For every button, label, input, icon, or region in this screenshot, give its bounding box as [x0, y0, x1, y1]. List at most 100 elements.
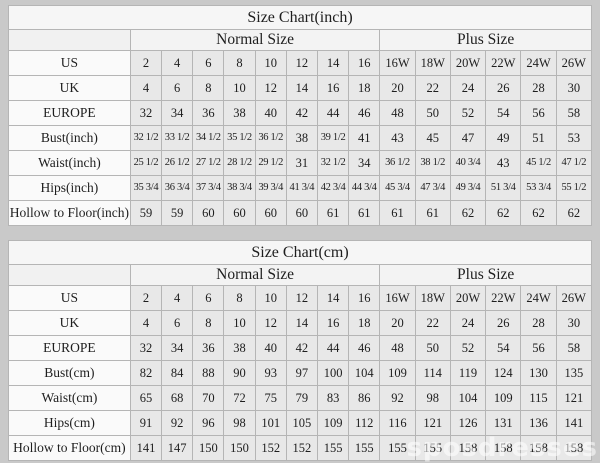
value-cell: 112 [348, 410, 381, 436]
value-cell: 26 [485, 310, 522, 336]
value-cell: 22 [414, 75, 451, 101]
value-cell: 38 [223, 100, 256, 126]
value-cell: 114 [414, 360, 451, 386]
value-cell: 150 [192, 435, 225, 461]
value-cell: 45 3/4 [379, 175, 416, 201]
value-cell: 130 [520, 360, 557, 386]
value-cell: 109 [316, 410, 350, 436]
value-cell: 98 [223, 410, 256, 436]
row-label: US [8, 285, 131, 311]
value-cell: 30 [555, 75, 593, 101]
row-label: Hollow to Floor(inch) [8, 200, 131, 226]
value-cell: 52 [449, 335, 487, 361]
value-cell: 91 [129, 410, 163, 436]
row-uk: UK 4 6 8 10 12 14 16 18 20 22 24 26 28 30 [8, 310, 593, 336]
group-header-plus-size: Plus Size [379, 29, 592, 51]
value-cell: 47 3/4 [414, 175, 451, 201]
value-cell: 14 [285, 310, 318, 336]
value-cell: 147 [161, 435, 194, 461]
value-cell: 62 [485, 200, 522, 226]
value-cell: 136 [520, 410, 557, 436]
value-cell: 14 [285, 75, 318, 101]
value-cell: 22W [485, 285, 522, 311]
value-cell: 8 [192, 310, 225, 336]
value-cell: 75 [254, 385, 287, 411]
value-cell: 101 [254, 410, 287, 436]
value-cell: 16 [316, 310, 350, 336]
value-cell: 22W [485, 50, 522, 76]
value-cell: 16W [379, 50, 416, 76]
value-cell: 109 [485, 385, 522, 411]
value-cell: 32 1/2 [316, 150, 350, 176]
value-cell: 16 [316, 75, 350, 101]
value-cell: 46 [348, 100, 381, 126]
value-cell: 20 [379, 310, 416, 336]
value-cell: 24W [520, 285, 557, 311]
value-cell: 36 1/2 [254, 125, 287, 151]
value-cell: 40 [254, 100, 287, 126]
value-cell: 40 3/4 [449, 150, 487, 176]
group-header-normal-size: Normal Size [129, 264, 381, 286]
value-cell: 14 [316, 50, 350, 76]
value-cell: 36 3/4 [161, 175, 194, 201]
value-cell: 131 [485, 410, 522, 436]
row-hips-cm: Hips(cm) 91 92 96 98 101 105 109 112 116 121 126 131… [8, 410, 593, 436]
value-cell: 38 3/4 [223, 175, 256, 201]
value-cell: 47 [449, 125, 487, 151]
value-cell: 116 [379, 410, 416, 436]
value-cell: 48 [379, 100, 416, 126]
row-hollow-to-floor-inch: Hollow to Floor(inch) 59 59 60 60 60 60 61 61 61 6… [8, 200, 593, 226]
value-cell: 35 1/2 [223, 125, 256, 151]
table-title: Size Chart(cm) [8, 240, 592, 265]
value-cell: 51 3/4 [485, 175, 522, 201]
value-cell: 62 [555, 200, 593, 226]
value-cell: 32 1/2 [129, 125, 163, 151]
value-cell: 20 [379, 75, 416, 101]
value-cell: 8 [223, 50, 256, 76]
value-cell: 97 [285, 360, 318, 386]
corner-cell [8, 29, 131, 51]
row-bust-cm: Bust(cm) 82 84 88 90 93 97 100 104 109 114 119 124 13… [8, 360, 593, 386]
value-cell: 152 [285, 435, 318, 461]
value-cell: 92 [379, 385, 416, 411]
value-cell: 105 [285, 410, 318, 436]
value-cell: 6 [161, 75, 194, 101]
value-cell: 22 [414, 310, 451, 336]
value-cell: 44 [316, 100, 350, 126]
group-header-plus-size: Plus Size [379, 264, 592, 286]
value-cell: 20W [449, 285, 487, 311]
value-cell: 10 [254, 285, 287, 311]
value-cell: 86 [348, 385, 381, 411]
value-cell: 121 [414, 410, 451, 436]
group-header-row: Normal Size Plus Size [8, 29, 592, 51]
value-cell: 61 [414, 200, 451, 226]
value-cell: 14 [316, 285, 350, 311]
value-cell: 47 1/2 [555, 150, 593, 176]
row-hollow-to-floor-cm: Hollow to Floor(cm) 141 147 150 150 152 152 155… [8, 435, 593, 461]
value-cell: 68 [161, 385, 194, 411]
table-title: Size Chart(inch) [8, 5, 592, 30]
row-label: Hips(cm) [8, 410, 131, 436]
value-cell: 24 [449, 75, 487, 101]
value-cell: 18W [414, 50, 451, 76]
value-cell: 62 [449, 200, 487, 226]
value-cell: 38 [223, 335, 256, 361]
value-cell: 82 [129, 360, 163, 386]
value-cell: 36 [192, 335, 225, 361]
value-cell: 152 [254, 435, 287, 461]
value-cell: 56 [520, 335, 557, 361]
row-label: UK [8, 310, 131, 336]
value-cell: 28 [520, 75, 557, 101]
row-label: Hollow to Floor(cm) [8, 435, 131, 461]
value-cell: 59 [161, 200, 194, 226]
value-cell: 16W [379, 285, 416, 311]
row-label: Waist(inch) [8, 150, 131, 176]
group-header-row: Normal Size Plus Size [8, 264, 592, 286]
value-cell: 158 [520, 435, 557, 461]
value-cell: 141 [555, 410, 593, 436]
value-cell: 43 [485, 150, 522, 176]
value-cell: 93 [254, 360, 287, 386]
value-cell: 155 [414, 435, 451, 461]
value-cell: 59 [129, 200, 163, 226]
value-cell: 61 [316, 200, 350, 226]
